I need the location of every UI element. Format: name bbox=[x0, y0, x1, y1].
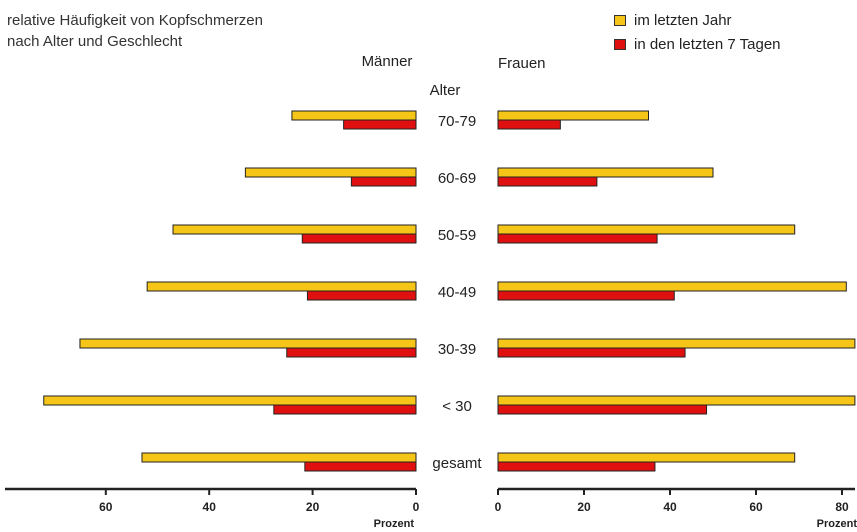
bar-women-7days-7079 bbox=[497, 119, 561, 130]
bar-women-7days-5059 bbox=[497, 233, 658, 244]
chart-title-line-2: nach Alter und Geschlecht bbox=[7, 33, 183, 50]
x-axis-label-men: Prozent bbox=[374, 518, 415, 530]
bar-women-year-30 bbox=[497, 395, 856, 406]
legend-swatch-7days bbox=[614, 39, 626, 50]
bar-men-year-3039 bbox=[79, 338, 417, 349]
panel-label-women: Frauen bbox=[498, 55, 546, 72]
tick-label-men-60: 60 bbox=[99, 500, 113, 514]
bar-men-year-5059 bbox=[172, 224, 417, 235]
bar-men-7days-3039 bbox=[286, 347, 417, 358]
tick-label-women-0: 0 bbox=[495, 500, 502, 514]
tick-label-women-40: 40 bbox=[663, 500, 677, 514]
bar-men-7days-gesamt bbox=[304, 461, 417, 472]
bar-women-year-4049 bbox=[497, 281, 847, 292]
bar-women-year-6069 bbox=[497, 167, 714, 178]
category-label-4049: 40-49 bbox=[438, 284, 476, 301]
legend-label-7days: in den letzten 7 Tagen bbox=[634, 36, 781, 53]
group-header-alter: Alter bbox=[430, 82, 461, 99]
tick-label-men-40: 40 bbox=[203, 500, 217, 514]
chart-legend: im letzten Jahr in den letzten 7 Tagen bbox=[614, 10, 781, 67]
bar-men-7days-4049 bbox=[306, 290, 417, 301]
category-label-30: < 30 bbox=[442, 398, 472, 415]
legend-label-year: im letzten Jahr bbox=[634, 12, 732, 29]
bar-men-7days-5059 bbox=[301, 233, 417, 244]
panel-label-men: Männer bbox=[362, 53, 413, 70]
bar-men-year-7079 bbox=[291, 110, 417, 121]
tick-label-men-0: 0 bbox=[413, 500, 420, 514]
bar-women-year-gesamt bbox=[497, 452, 796, 463]
category-label-3039: 30-39 bbox=[438, 341, 476, 358]
legend-swatch-year bbox=[614, 15, 626, 26]
category-label-7079: 70-79 bbox=[438, 113, 476, 130]
legend-item-7days: in den letzten 7 Tagen bbox=[614, 34, 781, 55]
bar-women-7days-30 bbox=[497, 404, 708, 415]
chart-title-line-1: relative Häufigkeit von Kopfschmerzen bbox=[7, 12, 263, 29]
tick-label-women-60: 60 bbox=[749, 500, 763, 514]
x-axis-label-women: Prozent bbox=[817, 518, 857, 530]
tick-label-men-20: 20 bbox=[306, 500, 320, 514]
bar-women-7days-6069 bbox=[497, 176, 598, 187]
bar-women-7days-4049 bbox=[497, 290, 675, 301]
chart-title: relative Häufigkeit von Kopfschmerzen na… bbox=[7, 10, 263, 52]
legend-item-year: im letzten Jahr bbox=[614, 10, 781, 31]
bar-men-year-gesamt bbox=[141, 452, 417, 463]
bar-men-7days-7079 bbox=[343, 119, 417, 130]
bar-women-7days-gesamt bbox=[497, 461, 656, 472]
bar-women-7days-3039 bbox=[497, 347, 686, 358]
bar-men-year-6069 bbox=[244, 167, 417, 178]
bar-men-7days-6069 bbox=[350, 176, 417, 187]
bar-women-year-7079 bbox=[497, 110, 649, 121]
bar-men-year-4049 bbox=[146, 281, 417, 292]
bar-women-year-5059 bbox=[497, 224, 796, 235]
tick-label-women-20: 20 bbox=[577, 500, 591, 514]
bar-women-year-3039 bbox=[497, 338, 856, 349]
tick-label-women-80: 80 bbox=[835, 500, 849, 514]
bar-men-year-30 bbox=[43, 395, 417, 406]
category-label-gesamt: gesamt bbox=[432, 455, 482, 472]
category-label-6069: 60-69 bbox=[438, 170, 476, 187]
category-label-5059: 50-59 bbox=[438, 227, 476, 244]
bar-men-7days-30 bbox=[273, 404, 417, 415]
